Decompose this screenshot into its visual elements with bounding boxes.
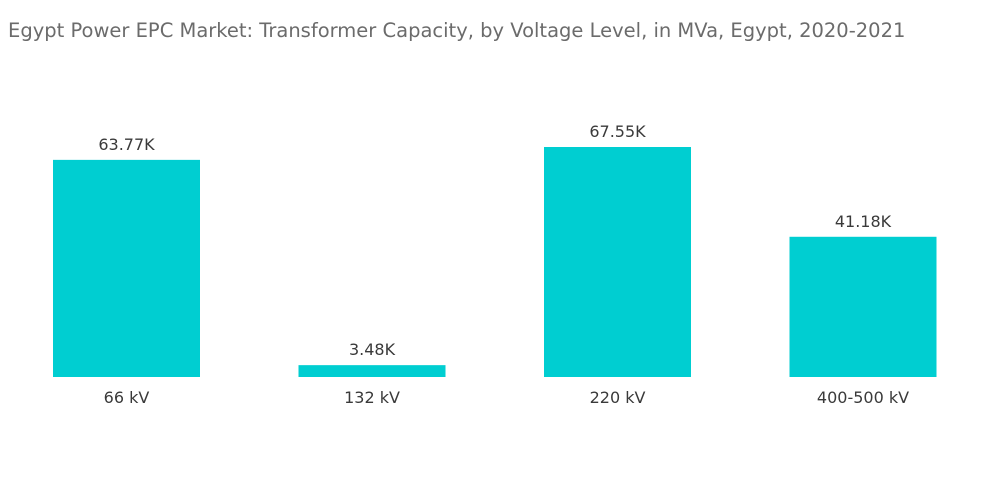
bar-400-500-kv: [789, 236, 937, 377]
data-label: 41.18K: [835, 212, 892, 231]
x-tick-label: 220 kV: [590, 388, 646, 407]
data-label: 67.55K: [589, 122, 646, 141]
data-label: 63.77K: [98, 135, 155, 154]
data-label: 3.48K: [349, 340, 396, 359]
bar-220-kv: [544, 147, 691, 377]
x-tick-label: 66 kV: [104, 388, 150, 407]
chart-title: Egypt Power EPC Market: Transformer Capa…: [8, 19, 906, 42]
bar-132-kv: [298, 365, 446, 377]
x-tick-label: 132 kV: [344, 388, 400, 407]
x-tick-label: 400-500 kV: [817, 388, 909, 407]
bar-66-kv: [53, 159, 200, 377]
